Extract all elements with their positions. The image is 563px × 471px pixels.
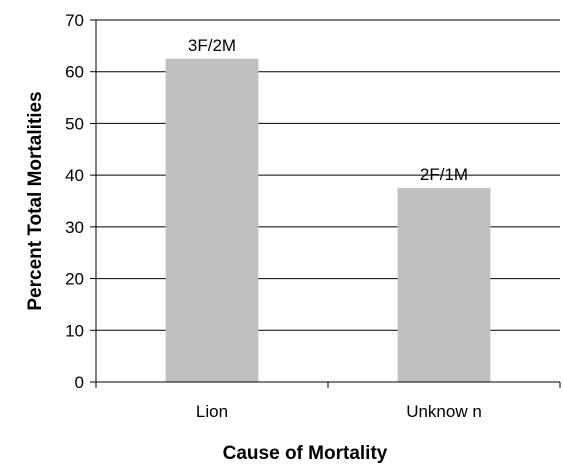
y-tick-label: 70 xyxy=(65,11,84,30)
y-tick-label: 60 xyxy=(65,63,84,82)
data-label: 2F/1M xyxy=(420,165,468,184)
y-axis-title: Percent Total Mortalities xyxy=(25,91,46,310)
y-tick-label: 50 xyxy=(65,114,84,133)
data-label: 3F/2M xyxy=(188,36,236,55)
x-axis-title: Cause of Mortality xyxy=(223,443,388,464)
y-tick-label: 0 xyxy=(75,373,84,392)
bar xyxy=(165,58,259,383)
axes xyxy=(90,19,561,388)
y-tick-labels: 0 10 20 30 40 50 60 70 xyxy=(65,11,84,392)
bar xyxy=(397,188,491,382)
data-labels: 3F/2M 2F/1M xyxy=(188,36,468,184)
bars xyxy=(165,58,491,383)
x-tick-label: Lion xyxy=(196,402,228,421)
y-tick-label: 20 xyxy=(65,270,84,289)
y-tick-label: 40 xyxy=(65,166,84,185)
x-tick-label: Unknow n xyxy=(406,402,482,421)
x-tick-labels: Lion Unknow n xyxy=(196,402,482,421)
y-tick-label: 30 xyxy=(65,218,84,237)
y-tick-label: 10 xyxy=(65,321,84,340)
